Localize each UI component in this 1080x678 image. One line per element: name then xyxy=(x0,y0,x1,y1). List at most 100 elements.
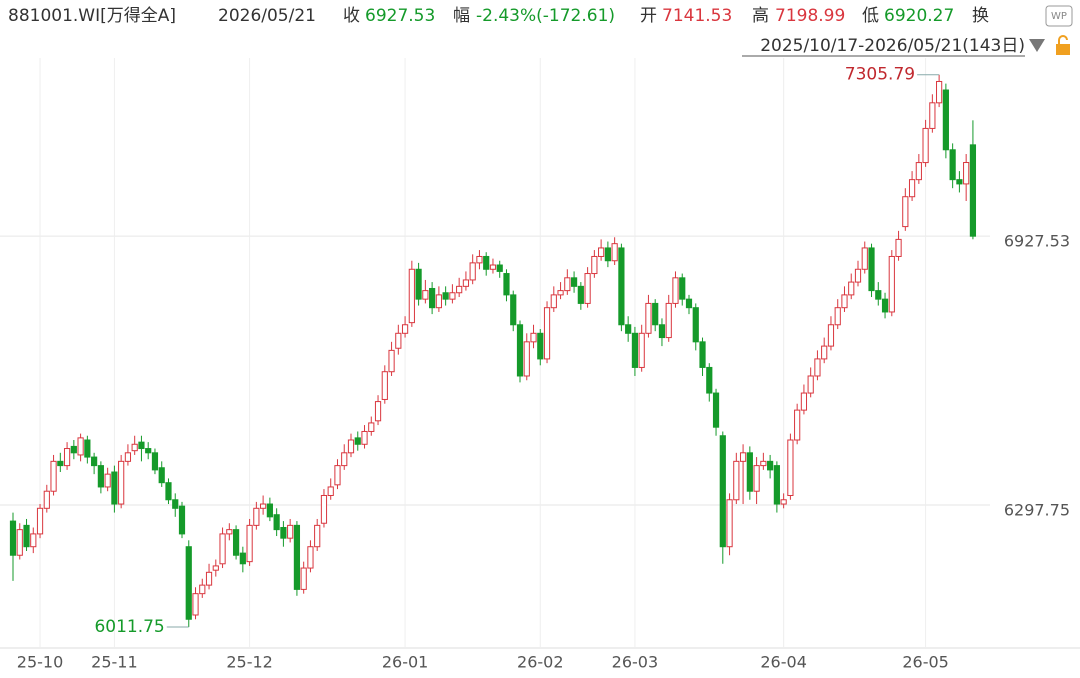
candle-body xyxy=(435,294,442,309)
candle-body xyxy=(902,196,909,228)
candle-body xyxy=(36,507,44,535)
candle-body xyxy=(841,294,848,309)
wp-icon-text[interactable]: WP xyxy=(1051,11,1067,22)
candle-body xyxy=(794,409,801,441)
x-tick-label: 26-01 xyxy=(382,653,429,672)
candle-body xyxy=(875,290,882,300)
high-label: 高 xyxy=(752,6,769,26)
candle-body xyxy=(293,524,301,590)
candle-body xyxy=(388,349,395,373)
candle-body xyxy=(550,294,557,309)
candle-body xyxy=(415,268,422,300)
low-label: 低 xyxy=(862,6,879,26)
candle-body xyxy=(43,490,50,509)
candle-body xyxy=(226,529,233,535)
candle-body xyxy=(672,277,679,304)
candle-body xyxy=(577,285,584,304)
candle-body xyxy=(936,80,943,104)
candle-body xyxy=(374,401,382,422)
candle-body xyxy=(70,445,77,454)
candle-body xyxy=(395,332,402,349)
candle-body xyxy=(530,332,537,343)
candle-body xyxy=(57,460,64,467)
candle-body xyxy=(16,529,23,556)
candle-body xyxy=(834,307,841,326)
candle-body xyxy=(246,524,253,563)
candle-body xyxy=(212,565,219,571)
candle-body xyxy=(821,345,828,360)
candle-body xyxy=(679,277,686,300)
candle-body xyxy=(381,371,388,400)
candle-body xyxy=(807,375,814,394)
candle-body xyxy=(625,324,632,334)
candle-body xyxy=(151,452,159,471)
date-range[interactable]: 2025/10/17-2026/05/21(143日) xyxy=(760,36,1025,56)
candle-body xyxy=(145,448,152,454)
candle-body xyxy=(523,341,530,377)
candle-body xyxy=(104,473,111,488)
candle-body xyxy=(253,507,260,526)
candle-body xyxy=(361,430,368,445)
candle-body xyxy=(219,533,226,565)
candle-body xyxy=(868,247,875,292)
x-tick-label: 26-05 xyxy=(902,653,949,672)
candle-body xyxy=(63,448,71,467)
candle-body xyxy=(97,465,104,488)
candle-body xyxy=(273,514,280,531)
candle-body xyxy=(401,324,409,334)
candle-body xyxy=(888,255,895,313)
candle-body xyxy=(138,441,145,450)
candle-body xyxy=(611,243,618,262)
open-value: 7141.53 xyxy=(662,6,732,26)
lock-body xyxy=(1056,44,1070,55)
dropdown-icon[interactable] xyxy=(1029,39,1045,52)
candle-body xyxy=(591,255,598,275)
candle-body xyxy=(618,247,625,326)
candle-body xyxy=(814,358,821,377)
candle-body xyxy=(178,505,186,535)
candle-body xyxy=(969,144,977,237)
candle-body xyxy=(165,482,172,501)
candle-body xyxy=(287,524,294,539)
candle-body xyxy=(462,279,470,287)
candle-body xyxy=(638,332,645,368)
candle-body xyxy=(91,456,98,467)
candle-body xyxy=(516,324,524,377)
wp-icon[interactable] xyxy=(1045,5,1073,27)
candle-body xyxy=(496,264,503,272)
candle-body xyxy=(604,247,611,262)
candle-body xyxy=(456,285,463,294)
lock-icon[interactable] xyxy=(1056,35,1070,55)
x-tick-label: 25-11 xyxy=(91,653,138,672)
candle-body xyxy=(746,452,753,492)
code: 881001.WI[万得全A] xyxy=(8,6,176,26)
candle-body xyxy=(503,273,510,296)
candle-body xyxy=(192,593,199,616)
candle-body xyxy=(9,520,17,556)
candle-body xyxy=(489,264,497,270)
candle-body xyxy=(307,546,314,569)
candle-body xyxy=(483,255,490,270)
candle-body xyxy=(767,460,774,471)
candle-body xyxy=(205,571,213,586)
candle-body xyxy=(861,247,868,270)
candle-body xyxy=(429,287,436,309)
candle-body xyxy=(124,452,132,462)
candle-body xyxy=(922,127,929,164)
date: 2026/05/21 xyxy=(218,6,316,26)
candle-body xyxy=(895,238,902,257)
candle-body xyxy=(685,298,693,309)
candle-body xyxy=(442,292,449,300)
candle-body xyxy=(645,302,652,334)
candle-body xyxy=(719,435,726,548)
candle-body xyxy=(239,552,246,565)
candle-body xyxy=(408,268,415,324)
candle-body xyxy=(726,499,733,548)
candle-body xyxy=(942,89,949,151)
candle-body xyxy=(368,422,375,432)
candle-body xyxy=(584,273,591,304)
candle-body xyxy=(963,162,970,185)
candle-body xyxy=(266,503,273,518)
candle-body xyxy=(50,460,57,492)
candle-body xyxy=(739,452,747,462)
